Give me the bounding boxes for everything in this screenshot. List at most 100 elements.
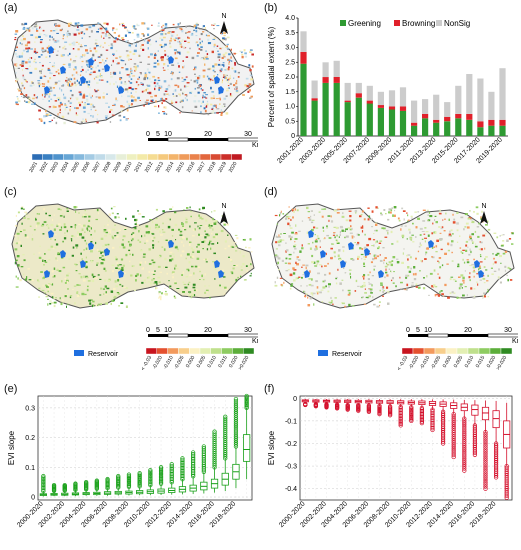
box-2012-2020 [168,462,176,495]
map-pixel [476,212,479,215]
map-pixel [14,38,17,41]
map-pixel [155,223,158,226]
map-pixel [333,251,336,254]
legend-swatch [199,347,212,355]
map-pixel [96,121,99,124]
map-pixel [29,71,33,74]
map-pixel [290,284,293,287]
legend-label: 2003 [49,161,60,174]
map-pixel [59,229,62,231]
map-pixel [193,100,197,103]
map-pixel [46,285,49,288]
map-pixel [210,225,213,227]
outlier-point [158,478,164,483]
map-pixel [317,263,319,265]
map-pixel [386,286,389,289]
map-pixel [204,104,207,107]
map-pixel [76,284,79,286]
map-pixel [105,302,108,305]
map-pixel [168,85,171,88]
outlier-point [451,434,456,439]
map-pixel [14,52,18,56]
map-pixel [103,229,107,231]
outlier-point [483,443,488,448]
map-pixel [55,121,58,125]
map-pixel [87,64,89,68]
map-pixel [186,207,189,209]
legend-swatch [221,347,233,355]
map-pixel [472,296,476,299]
map-pixel [136,224,139,227]
legend-label: 2015 [175,161,186,174]
map-pixel [216,45,219,47]
b-bar-nonsig [322,62,329,78]
map-pixel [171,72,174,75]
scale-bar-c: 0 5 10 20 30 Km [146,327,258,345]
map-pixel [146,84,148,86]
map-pixel [50,30,53,32]
map-pixel [391,207,394,210]
map-pixel [178,40,181,43]
map-pixel [244,52,247,55]
map-pixel [66,229,68,233]
outlier-point [41,474,46,479]
b-ylabel: Percent of spatial extent (%) [267,26,276,127]
map-pixel [419,270,421,272]
map-pixel [160,234,163,236]
map-pixel [374,229,377,232]
outlier-point [180,473,185,479]
map-pixel [291,231,294,234]
map-pixel [154,54,157,57]
map-pixel [426,275,428,278]
map-pixel [385,268,387,271]
outlier-point [223,456,228,461]
map-pixel [20,95,23,97]
map-pixel [219,69,222,73]
map-pixel [463,228,465,231]
outlier-point [419,410,425,415]
map-pixel [276,223,278,225]
map-pixel [152,75,156,78]
map-pixel [422,220,426,222]
legend-swatch [178,153,190,161]
reservoir-patch [320,250,326,258]
map-pixel [203,107,206,110]
legend-swatch [423,347,436,355]
map-pixel [223,64,225,68]
map-pixel [147,47,149,50]
map-pixel [131,233,133,236]
map-pixel [130,58,132,60]
map-pixel [194,26,196,28]
map-pixel [451,251,453,254]
outlier-point [419,416,425,421]
map-pixel [213,252,216,255]
outlier-point [377,411,382,417]
map-pixel [191,253,193,256]
legend-label: 0.000 [185,355,197,369]
map-pixel [52,105,55,109]
map-pixel [234,242,237,244]
map-pixel [201,217,204,220]
map-pixel [108,106,110,108]
map-pixel [104,285,107,288]
map-pixel [132,53,136,55]
legend-label: 2008 [102,161,113,174]
map-pixel [40,271,43,273]
map-pixel [507,278,509,282]
b-bar-browning [466,113,473,120]
map-pixel [316,291,320,293]
outlier-point [334,406,340,411]
map-pixel [67,100,70,103]
map-pixel [103,61,105,65]
map-pixel [109,121,112,123]
map-pixel [139,263,142,266]
map-pixel [211,243,215,245]
map-pixel [226,47,230,49]
map-pixel [128,250,131,253]
map-pixel [499,281,502,284]
legend-label: 2014 [165,161,176,174]
map-pixel [388,208,392,211]
map-pixel [176,34,178,36]
map-pixel [413,266,416,269]
map-pixel [147,102,150,105]
